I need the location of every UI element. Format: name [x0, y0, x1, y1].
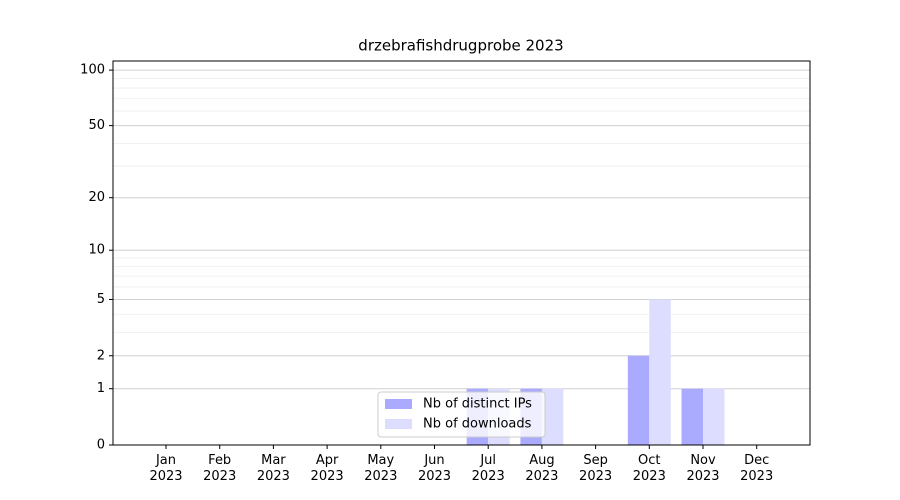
legend: Nb of distinct IPs Nb of downloads [377, 391, 546, 438]
x-tick-label: Mar 2023 [256, 453, 290, 484]
legend-label: Nb of distinct IPs [423, 397, 532, 412]
x-tick-label: Feb 2023 [203, 453, 237, 484]
bar [627, 355, 650, 445]
y-tick-label: 20 [88, 190, 105, 205]
x-tick-label: Sep 2023 [579, 453, 613, 484]
y-tick-label: 2 [97, 348, 105, 363]
bar [649, 299, 671, 445]
x-tick-label: Jul 2023 [471, 453, 505, 484]
legend-box [377, 391, 546, 438]
y-tick-label: 100 [80, 63, 105, 78]
y-tick-label: 10 [88, 243, 105, 258]
plot-frame [112, 60, 811, 446]
legend-swatch [385, 419, 412, 429]
chart-title: drzebrafishdrugprobe 2023 [358, 37, 563, 55]
x-tick-label: Dec 2023 [740, 453, 774, 484]
legend-label: Nb of downloads [423, 417, 532, 432]
x-tick-label: Oct 2023 [632, 453, 666, 484]
x-tick-label: Apr 2023 [310, 453, 344, 484]
legend-swatch [385, 399, 412, 409]
y-tick-label: 0 [97, 438, 105, 453]
bar [703, 388, 725, 445]
bar [681, 388, 703, 445]
bar [541, 388, 564, 445]
x-tick-label: Jun 2023 [417, 453, 452, 484]
x-tick-label: Nov 2023 [686, 453, 720, 484]
x-tick-label: Jan 2023 [149, 453, 183, 484]
x-tick-label: May 2023 [364, 453, 398, 484]
y-tick-label: 50 [88, 118, 105, 133]
y-tick-label: 5 [97, 292, 105, 307]
y-tick-label: 1 [97, 381, 105, 396]
x-tick-label: Aug 2023 [525, 453, 559, 484]
